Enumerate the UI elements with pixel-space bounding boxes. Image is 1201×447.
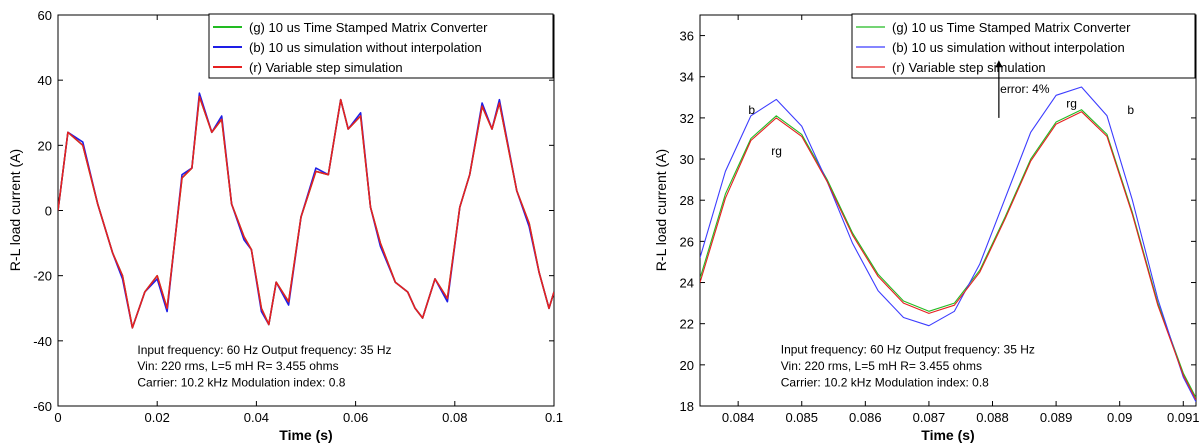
left-y-ticks: -60 -40 -20 0 20 40 60 — [33, 8, 554, 414]
left-x-ticks: 0 0.02 0.04 0.06 0.08 0.1 — [54, 15, 563, 425]
right-y-tick-label: 28 — [680, 193, 694, 208]
left-legend-label-b: (b) 10 us simulation without interpolati… — [249, 40, 482, 55]
right-x-tick-label: 0.09 — [1107, 410, 1132, 425]
right-y-ticks: 18 20 22 24 26 28 30 32 34 36 — [680, 29, 1196, 414]
left-legend-label-r: (r) Variable step simulation — [249, 60, 403, 75]
right-legend: (g) 10 us Time Stamped Matrix Converter … — [851, 13, 1196, 79]
right-annotation: rg — [771, 144, 782, 158]
right-annotation: error: 4% — [1000, 82, 1050, 96]
left-annotations: Input frequency: 60 Hz Output frequency:… — [137, 343, 391, 390]
right-annotation: Input frequency: 60 Hz Output frequency:… — [781, 343, 1035, 357]
right-y-tick-label: 22 — [680, 317, 694, 332]
right-y-tick-label: 30 — [680, 152, 694, 167]
left-series — [58, 92, 554, 329]
right-series — [700, 86, 1196, 403]
right-x-tick-label: 0.087 — [913, 410, 946, 425]
left-x-tick-label: 0.1 — [545, 410, 563, 425]
right-legend-label-g: (g) 10 us Time Stamped Matrix Converter — [892, 20, 1131, 35]
right-chart: 0.084 0.085 0.086 0.087 0.088 0.089 0.09 0.091 … — [653, 13, 1200, 443]
right-annotation: rg — [1066, 97, 1077, 111]
right-plot-area — [699, 14, 1197, 407]
left-legend-label-g: (g) 10 us Time Stamped Matrix Converter — [249, 20, 488, 35]
left-y-tick-label: 20 — [38, 138, 52, 153]
right-y-tick-label: 20 — [680, 358, 694, 373]
right-y-tick-label: 26 — [680, 234, 694, 249]
right-legend-label-r: (r) Variable step simulation — [892, 60, 1046, 75]
left-x-tick-label: 0.06 — [343, 410, 368, 425]
right-annotation: Vin: 220 rms, L=5 mH R= 3.455 ohms — [781, 359, 982, 373]
error-arrow-head — [995, 60, 1003, 68]
left-annotation: Vin: 220 rms, L=5 mH R= 3.455 ohms — [137, 359, 338, 373]
right-y-tick-label: 24 — [680, 276, 694, 291]
right-y-axis-label: R-L load current (A) — [653, 149, 669, 271]
left-y-tick-label: 60 — [38, 8, 52, 23]
left-x-axis-label: Time (s) — [279, 427, 332, 443]
left-chart: 0 0.02 0.04 0.06 0.08 0.1 -60 -40 -20 0 20 40 60 In… — [7, 8, 563, 443]
right-x-tick-label: 0.091 — [1167, 410, 1200, 425]
right-x-tick-label: 0.088 — [976, 410, 1009, 425]
right-series-r — [700, 111, 1196, 401]
left-annotation: Carrier: 10.2 kHz Modulation index: 0.8 — [137, 375, 345, 389]
right-series-g — [700, 109, 1196, 399]
right-x-axis-label: Time (s) — [921, 427, 974, 443]
left-y-axis-label: R-L load current (A) — [7, 149, 23, 271]
right-x-tick-label: 0.084 — [722, 410, 755, 425]
left-y-tick-label: -40 — [33, 334, 52, 349]
left-annotation: Input frequency: 60 Hz Output frequency:… — [137, 343, 391, 357]
right-legend-box — [851, 13, 1196, 79]
left-legend-box — [208, 13, 554, 79]
right-x-tick-label: 0.085 — [785, 410, 818, 425]
right-y-tick-label: 18 — [680, 399, 694, 414]
right-annotation: Carrier: 10.2 kHz Modulation index: 0.8 — [781, 375, 989, 389]
right-legend-label-b: (b) 10 us simulation without interpolati… — [892, 40, 1125, 55]
right-x-tick-label: 0.089 — [1040, 410, 1073, 425]
right-y-tick-label: 34 — [680, 70, 694, 85]
error-arrow — [995, 60, 1003, 118]
right-x-ticks: 0.084 0.085 0.086 0.087 0.088 0.089 0.09 0.091 — [722, 15, 1200, 425]
left-y-tick-label: 0 — [45, 204, 52, 219]
left-legend: (g) 10 us Time Stamped Matrix Converter … — [208, 13, 554, 79]
left-plot-area — [57, 14, 555, 407]
right-x-tick-label: 0.086 — [849, 410, 882, 425]
left-y-tick-label: -20 — [33, 269, 52, 284]
right-annotation: b — [748, 103, 755, 117]
left-x-tick-label: 0.02 — [145, 410, 170, 425]
left-x-tick-label: 0 — [54, 410, 61, 425]
right-annotations: b rg error: 4% rg b Input frequency: 60 Hz Ou… — [748, 82, 1134, 389]
left-series-r — [58, 95, 554, 329]
right-series-b — [700, 86, 1196, 403]
left-x-tick-label: 0.04 — [244, 410, 269, 425]
right-annotation: b — [1127, 103, 1134, 117]
right-y-tick-label: 36 — [680, 29, 694, 44]
right-y-tick-label: 32 — [680, 111, 694, 126]
left-y-tick-label: 40 — [38, 73, 52, 88]
left-y-tick-label: -60 — [33, 399, 52, 414]
left-x-tick-label: 0.08 — [442, 410, 467, 425]
